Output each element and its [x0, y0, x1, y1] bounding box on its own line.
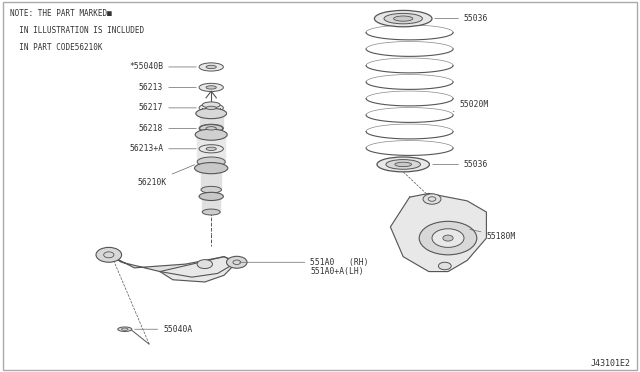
Text: IN PART CODE56210K: IN PART CODE56210K — [10, 43, 102, 52]
Ellipse shape — [206, 147, 216, 151]
Polygon shape — [197, 135, 225, 162]
Circle shape — [227, 256, 247, 268]
Ellipse shape — [384, 13, 422, 24]
Ellipse shape — [206, 65, 216, 68]
Circle shape — [432, 229, 464, 247]
Ellipse shape — [202, 209, 220, 215]
Ellipse shape — [199, 192, 223, 201]
Circle shape — [438, 262, 451, 270]
Text: *55040B: *55040B — [129, 62, 196, 71]
Polygon shape — [160, 257, 237, 282]
Text: 55036: 55036 — [435, 14, 488, 23]
Ellipse shape — [199, 63, 223, 71]
Ellipse shape — [386, 160, 420, 169]
Text: 551A0   (RH): 551A0 (RH) — [239, 258, 369, 267]
Circle shape — [197, 260, 212, 269]
Ellipse shape — [195, 129, 227, 140]
Text: 56213: 56213 — [139, 83, 196, 92]
Ellipse shape — [118, 327, 132, 331]
Ellipse shape — [199, 104, 223, 112]
Ellipse shape — [206, 106, 216, 109]
Text: IN ILLUSTRATION IS INCLUDED: IN ILLUSTRATION IS INCLUDED — [10, 26, 144, 35]
Text: 55040A: 55040A — [134, 325, 193, 334]
Ellipse shape — [395, 162, 412, 167]
Ellipse shape — [197, 157, 225, 167]
Text: NOTE: THE PART MARKED■: NOTE: THE PART MARKED■ — [10, 9, 111, 18]
Ellipse shape — [195, 163, 228, 174]
Ellipse shape — [206, 127, 216, 130]
Text: 56210K: 56210K — [138, 165, 195, 187]
Circle shape — [443, 235, 453, 241]
Ellipse shape — [199, 124, 223, 132]
Circle shape — [423, 194, 441, 204]
Text: 55180M: 55180M — [470, 230, 516, 241]
Text: 55020M: 55020M — [453, 100, 489, 112]
Text: 55036: 55036 — [433, 160, 488, 169]
Polygon shape — [202, 196, 220, 212]
Ellipse shape — [202, 102, 220, 108]
Text: J43101E2: J43101E2 — [590, 359, 630, 368]
Polygon shape — [390, 193, 486, 272]
Ellipse shape — [201, 186, 221, 193]
Polygon shape — [200, 113, 223, 128]
Polygon shape — [201, 168, 221, 190]
Text: 56217: 56217 — [139, 103, 196, 112]
Ellipse shape — [374, 10, 432, 27]
Circle shape — [419, 221, 477, 255]
Ellipse shape — [200, 125, 223, 132]
Ellipse shape — [206, 86, 216, 89]
Polygon shape — [109, 255, 237, 277]
Text: 551A0+A(LH): 551A0+A(LH) — [310, 267, 364, 276]
Ellipse shape — [199, 145, 223, 153]
Ellipse shape — [394, 16, 413, 21]
Circle shape — [96, 247, 122, 262]
Ellipse shape — [377, 157, 429, 172]
Ellipse shape — [199, 83, 223, 92]
Ellipse shape — [196, 108, 227, 119]
Text: 56213+A: 56213+A — [129, 144, 196, 153]
Text: 56218: 56218 — [139, 124, 196, 133]
